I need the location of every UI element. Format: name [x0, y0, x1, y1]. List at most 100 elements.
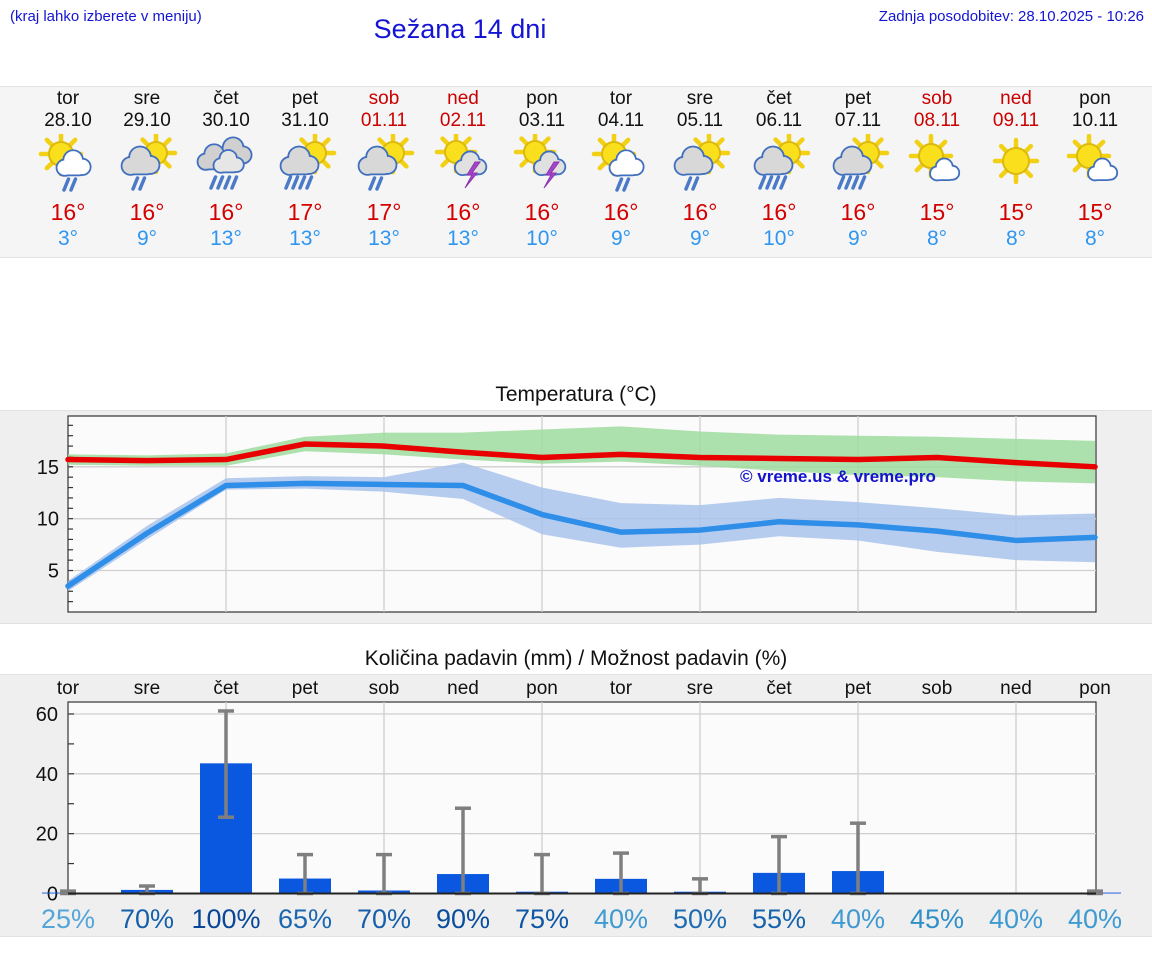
last-updated: Zadnja posodobitev: 28.10.2025 - 10:26: [878, 8, 1144, 25]
weather-icon-sun: [992, 137, 1040, 185]
day-column: sre 29.10 16° 9°: [108, 88, 187, 256]
day-name: ned: [1000, 88, 1032, 109]
day-low-temp: 8°: [1005, 227, 1027, 250]
day-date: 05.11: [676, 110, 724, 131]
day-high-temp: 15°: [998, 199, 1034, 225]
temp-chart-title: Temperatura (°C): [495, 383, 657, 406]
day-date: 07.11: [834, 110, 882, 131]
day-high-temp: 16°: [840, 199, 876, 225]
svg-text:tor: tor: [610, 678, 633, 699]
svg-text:pon: pon: [526, 678, 558, 699]
day-date: 30.10: [202, 110, 250, 131]
weather-icon-cloud-sun-rain: [753, 131, 811, 190]
day-date: 28.10: [44, 110, 92, 131]
day-name: sre: [133, 88, 161, 109]
temp-line: [65, 441, 1098, 470]
day-date: 31.10: [281, 110, 329, 131]
weather-icon-cloud-sun-lightrain: [357, 131, 415, 191]
weather-icon-sun-cloud: [1066, 133, 1119, 182]
svg-text:ned: ned: [1000, 678, 1032, 699]
day-low-temp: 8°: [926, 227, 948, 250]
rain-icon: [284, 175, 314, 190]
y-axis-ticks: 5 10 15: [37, 424, 73, 603]
menu-hint: (kraj lahko izberete v meniju): [10, 8, 202, 25]
cloud-icon: [929, 157, 961, 182]
day-low-temp: 9°: [136, 227, 158, 250]
svg-text:ned: ned: [447, 678, 479, 699]
svg-text:pet: pet: [292, 678, 319, 699]
weather-icon-sun-cloud-lightrain: [38, 131, 92, 192]
sun-icon: [513, 130, 557, 174]
day-low-temp: 9°: [689, 227, 711, 250]
day-high-temp: 16°: [445, 199, 481, 225]
rain-icon: [368, 176, 384, 191]
day-name: pet: [844, 88, 872, 109]
precip-probability-label: 65%: [278, 904, 332, 934]
day-date: 10.11: [1071, 110, 1119, 131]
y-axis-ticks: 0 20 40 60: [36, 704, 74, 906]
weather-icon-cloud-sun-lightrain: [673, 131, 731, 191]
day-name: sob: [921, 88, 953, 109]
day-low-temp: 3°: [57, 227, 79, 250]
day-high-temp: 16°: [761, 199, 797, 225]
day-column: čet 30.10 16° 13°: [187, 88, 266, 256]
day-low-temp: 13°: [447, 227, 479, 250]
cloud-icon: [55, 149, 92, 177]
day-column: ned 02.11 16° 13°: [424, 88, 503, 256]
day-date: 29.10: [123, 110, 171, 131]
day-high-temp: 16°: [50, 199, 86, 225]
probability-labels: 25% 70% 100% 65% 70% 90% 75% 40% 50% 55% 40% 45% 40%…: [41, 904, 1122, 934]
cloud-icon: [212, 149, 245, 174]
svg-text:15: 15: [37, 457, 59, 479]
rain-icon: [758, 175, 788, 190]
day-name: čet: [766, 88, 792, 109]
cloud-icon: [1087, 157, 1119, 182]
day-date: 03.11: [518, 110, 566, 131]
svg-text:5: 5: [48, 561, 59, 583]
precip-probability-label: 45%: [910, 904, 964, 934]
temp-line: [65, 480, 1098, 589]
precip-probability-label: 40%: [831, 904, 885, 934]
day-name: sob: [368, 88, 400, 109]
rain-icon: [837, 175, 867, 190]
day-column: ned 09.11 15° 8°: [977, 88, 1056, 256]
svg-text:sre: sre: [134, 678, 160, 699]
svg-text:pon: pon: [1079, 678, 1111, 699]
day-column: pon 03.11 16° 10°: [503, 88, 582, 256]
day-high-temp: 17°: [287, 199, 323, 225]
day-name: tor: [609, 88, 633, 109]
day-date: 04.11: [597, 110, 645, 131]
weather-icon-sun-cloud-thunder: [434, 130, 488, 189]
cloud-icon: [753, 145, 794, 176]
precipitation-chart: tor sre čet pet sob ned pon tor sre čet pet sob ned p…: [36, 678, 1122, 934]
svg-text:čet: čet: [213, 678, 239, 699]
page-title: Sežana 14 dni: [373, 14, 547, 44]
cloud-icon: [608, 149, 645, 177]
weather-icon-sun-cloud-lightrain: [591, 131, 645, 192]
day-name: pon: [1079, 88, 1111, 109]
svg-text:pet: pet: [845, 678, 872, 699]
svg-text:0: 0: [47, 884, 58, 906]
day-column: pet 31.10 17° 13°: [266, 88, 345, 256]
svg-text:sre: sre: [687, 678, 713, 699]
day-low-temp: 10°: [526, 227, 558, 250]
svg-text:20: 20: [36, 824, 58, 846]
svg-text:40: 40: [36, 764, 58, 786]
weather-icon-sun-cloud-thunder: [513, 130, 567, 189]
cloud-icon: [832, 145, 873, 176]
day-low-temp: 10°: [763, 227, 795, 250]
cloud-icon: [673, 145, 714, 176]
svg-text:10: 10: [37, 509, 59, 531]
day-date: 01.11: [360, 110, 408, 131]
svg-text:čet: čet: [766, 678, 792, 699]
day-date: 02.11: [439, 110, 487, 131]
weather-icon-cloud-sun-lightrain: [120, 131, 178, 191]
day-date: 09.11: [992, 110, 1040, 131]
precip-probability-label: 50%: [673, 904, 727, 934]
day-high-temp: 17°: [366, 199, 402, 225]
day-date: 06.11: [755, 110, 803, 131]
weather-icon-clouds-rain: [196, 136, 253, 190]
day-column: tor 04.11 16° 9°: [582, 88, 661, 256]
sun-icon: [992, 137, 1040, 185]
